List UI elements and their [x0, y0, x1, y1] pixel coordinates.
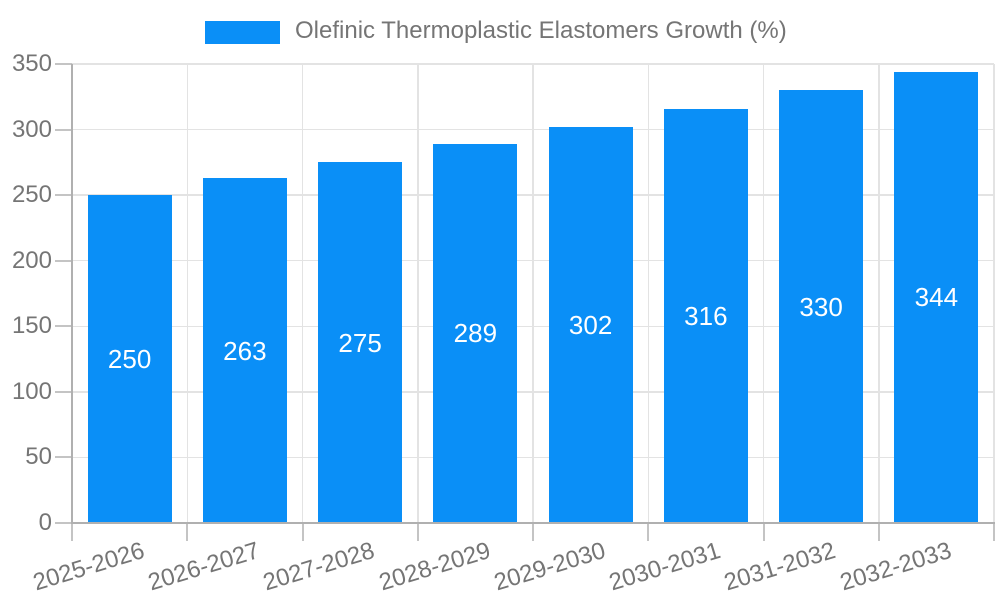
x-axis-tick-label: 2028-2029: [375, 537, 494, 597]
bar-value-label: 316: [684, 300, 728, 331]
y-tick-mark: [55, 128, 72, 131]
bar: 330: [779, 90, 864, 523]
x-tick-mark: [186, 523, 189, 541]
gridline-vertical: [762, 64, 765, 523]
bar-value-label: 302: [568, 309, 613, 340]
y-tick-mark: [55, 325, 72, 328]
x-tick-mark: [647, 523, 650, 541]
legend: Olefinic Thermoplastic Elastomers Growth…: [0, 0, 1000, 56]
y-tick-mark: [55, 522, 72, 524]
y-axis-tick-label: 50: [25, 443, 52, 471]
bar: 275: [318, 162, 403, 523]
y-tick-mark: [55, 390, 72, 393]
bar-value-label: 275: [338, 327, 382, 358]
y-tick-mark: [55, 63, 72, 65]
bar: 250: [87, 195, 172, 523]
y-tick-mark: [55, 456, 72, 459]
gridline-vertical: [532, 64, 534, 523]
bar: 344: [894, 71, 979, 523]
x-axis-tick-label: 2030-2031: [606, 537, 724, 597]
y-axis-tick-label: 100: [11, 377, 52, 405]
x-tick-mark: [762, 523, 765, 541]
y-axis-tick-label: 350: [11, 50, 52, 77]
x-axis-tick-label: 2032-2033: [836, 537, 955, 597]
bar-value-label: 250: [107, 344, 152, 375]
x-tick-mark: [532, 523, 534, 541]
x-tick-mark: [993, 523, 995, 541]
x-tick-mark: [71, 523, 73, 541]
gridline-vertical: [417, 64, 419, 523]
x-tick-mark: [301, 523, 304, 541]
x-axis-line: [71, 522, 995, 524]
y-axis-tick-label: 250: [11, 181, 52, 209]
x-axis-tick-label: 2026-2027: [145, 537, 263, 597]
y-axis-tick-label: 150: [11, 312, 52, 340]
y-axis-line: [71, 64, 73, 523]
x-axis-tick-label: 2031-2032: [721, 537, 840, 597]
bar-value-label: 263: [223, 335, 267, 366]
bar: 302: [548, 126, 633, 523]
x-axis-tick-label: 2029-2030: [490, 537, 609, 597]
gridline-vertical: [993, 64, 995, 523]
gridline-vertical: [186, 64, 188, 523]
bar-value-label: 344: [914, 282, 959, 313]
legend-label: Olefinic Thermoplastic Elastomers Growth…: [295, 17, 787, 44]
bar-value-label: 330: [799, 291, 843, 322]
x-tick-mark: [416, 523, 419, 541]
y-axis-tick-label: 0: [38, 509, 52, 536]
y-tick-mark: [55, 259, 72, 262]
legend-swatch: [205, 21, 280, 44]
gridline-vertical: [301, 64, 304, 523]
y-axis-tick-label: 200: [11, 246, 52, 274]
bar: 316: [663, 108, 748, 523]
bar: 263: [202, 178, 287, 523]
gridline-vertical: [878, 64, 880, 523]
gridline-vertical: [647, 64, 649, 523]
bar-value-label: 289: [453, 318, 498, 349]
x-axis-tick-label: 2027-2028: [260, 537, 379, 597]
bar: 289: [433, 143, 518, 523]
y-axis-tick-label: 300: [11, 115, 52, 143]
x-axis-tick-label: 2025-2026: [29, 537, 148, 597]
x-tick-mark: [877, 523, 880, 541]
y-tick-mark: [55, 194, 72, 197]
